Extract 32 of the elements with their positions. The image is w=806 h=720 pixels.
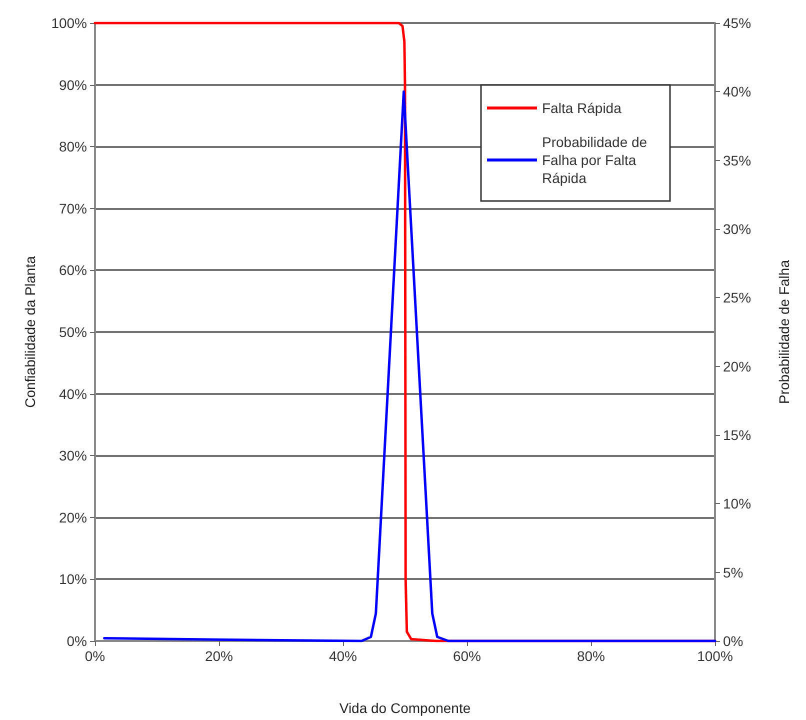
y2-tick-label: 45%	[723, 15, 752, 31]
legend-label: Falta Rápida	[542, 100, 622, 116]
x-tick-label: 80%	[576, 648, 606, 664]
x-tick-label: 100%	[697, 648, 733, 664]
y-tick-label: 60%	[58, 262, 87, 278]
y2-tick-label: 20%	[723, 358, 752, 374]
x-tick-label: 20%	[204, 648, 234, 664]
x-tick-label: 40%	[328, 648, 358, 664]
y2-tick-label: 40%	[723, 84, 752, 100]
y2-tick-label: 25%	[723, 290, 752, 306]
y-tick-label: 0%	[66, 633, 87, 649]
y-tick-label: 20%	[58, 509, 87, 526]
y-tick-label: 80%	[58, 138, 87, 155]
y-tick-label: 50%	[58, 324, 87, 340]
y2-tick-label: 0%	[723, 633, 744, 649]
y2-tick-label: 10%	[723, 496, 752, 512]
y-tick-label: 10%	[58, 571, 87, 588]
x-axis-title: Vida do Componente	[339, 700, 471, 716]
y-tick-label: 100%	[51, 15, 87, 31]
y-tick-label: 40%	[58, 386, 87, 402]
y-tick-label: 70%	[58, 200, 87, 216]
y2-tick-label: 5%	[723, 564, 744, 580]
x-tick-label: 60%	[452, 648, 482, 664]
y2-tick-label: 35%	[723, 152, 752, 168]
legend-label: Probabilidade de Falha por Falta Rápida	[542, 134, 651, 186]
y-tick-label: 90%	[58, 76, 87, 93]
y2-axis-title: Probabilidade de Falha	[776, 260, 792, 404]
y2-tick-label: 30%	[723, 221, 752, 237]
y-tick-label: 30%	[58, 448, 87, 464]
x-tick-label: 0%	[84, 648, 106, 664]
y2-tick-label: 15%	[723, 427, 752, 443]
y-axis-title: Confiabilidade da Planta	[22, 256, 38, 408]
